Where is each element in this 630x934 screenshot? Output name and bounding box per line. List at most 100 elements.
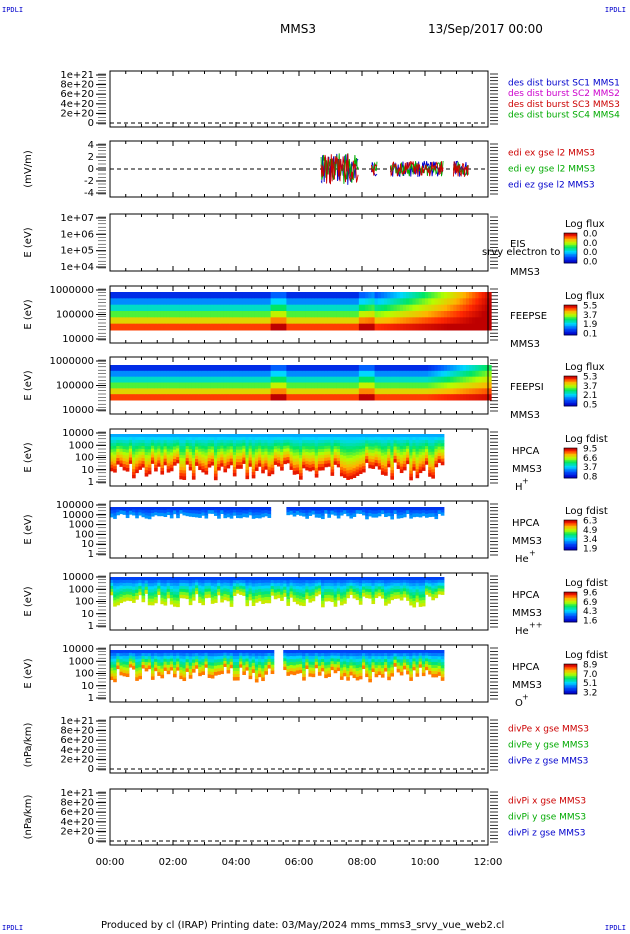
spectrogram-cell <box>317 317 322 325</box>
spectrogram-cell <box>207 659 212 663</box>
spectrogram-cell <box>254 673 259 677</box>
spectrogram-cell <box>387 463 391 468</box>
spectrogram-cell <box>179 655 183 660</box>
spectrogram-cell <box>450 323 454 331</box>
spectrogram-cell <box>169 586 174 590</box>
spectrogram-cell <box>185 388 190 395</box>
spectrogram-cell <box>157 653 161 657</box>
spectrogram-cell <box>380 298 385 306</box>
spectrogram-cell <box>295 440 300 444</box>
spectrogram-cell <box>355 591 360 595</box>
spectrogram-cell <box>321 460 325 465</box>
spectrogram-cell <box>302 365 306 372</box>
spectrogram-cell <box>217 446 221 450</box>
spectrogram-cell <box>116 443 120 447</box>
spectrogram-cell <box>264 671 268 675</box>
spectrogram-cell <box>217 662 221 666</box>
spectrogram-cell <box>393 446 398 451</box>
spectrogram-cell <box>428 382 432 389</box>
spectrogram-cell <box>210 585 215 590</box>
spectrogram-cell <box>141 513 146 518</box>
spectrogram-cell <box>305 445 309 450</box>
spectrogram-cell <box>182 594 187 599</box>
spectrogram-cell <box>462 292 467 299</box>
spectrogram-cell <box>393 577 398 581</box>
spectrogram-cell <box>384 292 388 299</box>
ylabel: E (eV) <box>23 658 34 688</box>
spectrogram-cell <box>113 582 117 587</box>
spectrogram-cell <box>195 317 199 325</box>
spectrogram-cell <box>346 452 350 456</box>
spectrogram-cell <box>239 304 243 312</box>
spectrogram-cell <box>488 317 492 325</box>
spectrogram-cell <box>258 588 262 593</box>
spectrogram-cell <box>330 472 335 476</box>
spectrogram-cell <box>302 311 306 318</box>
spectrogram-cell <box>286 304 291 312</box>
spectrogram-cell <box>387 512 391 517</box>
spectrogram-cell <box>229 449 234 453</box>
spectrogram-cell <box>245 436 250 441</box>
spectrogram-cell <box>258 579 262 584</box>
spectrogram-cell <box>412 452 417 456</box>
spectrogram-cell <box>150 388 155 395</box>
spectrogram-cell <box>220 388 224 395</box>
spectrogram-cell <box>173 597 177 601</box>
spectrogram-cell <box>195 365 199 372</box>
ytick-label: 10000 <box>62 428 94 439</box>
spectrogram-cell <box>352 674 357 679</box>
spectrogram-cell <box>421 600 426 604</box>
spectrogram-cell <box>195 507 199 511</box>
spectrogram-cell <box>163 592 168 597</box>
spectrogram-cell <box>217 298 221 306</box>
spectrogram-cell <box>217 437 221 441</box>
spectrogram-cell <box>270 652 275 657</box>
spectrogram-cell <box>201 468 205 473</box>
spectrogram-cell <box>358 580 363 584</box>
spectrogram-cell <box>242 510 246 514</box>
spectrogram-cell <box>229 597 234 602</box>
spectrogram-cell <box>349 588 354 593</box>
spectrogram-cell <box>488 370 492 378</box>
spectrogram-cell <box>418 585 423 590</box>
spectrogram-cell <box>242 298 246 306</box>
spectrogram-cell <box>324 586 328 590</box>
spectrogram-cell <box>283 376 287 383</box>
spectrogram-cell <box>368 370 372 378</box>
spectrogram-cell <box>135 448 139 453</box>
spectrogram-cell <box>336 463 341 468</box>
spectrogram-cell <box>355 370 360 378</box>
spectrogram-cell <box>295 655 300 660</box>
spectrogram-cell <box>248 591 253 595</box>
spectrogram-cell <box>185 311 190 318</box>
spectrogram-cell <box>377 304 382 312</box>
spectrogram-cell <box>276 442 281 447</box>
spectrogram-cell <box>270 452 275 456</box>
spectrogram-cell <box>292 577 297 581</box>
spectrogram-cell <box>472 323 476 331</box>
spectrogram-cell <box>321 388 325 395</box>
corner-label-top-right: IPDLI <box>604 6 626 14</box>
spectrogram-cell <box>321 448 325 453</box>
spectrogram-cell <box>349 298 354 306</box>
spectrogram-cell <box>380 304 385 312</box>
spectrogram-cell <box>254 512 259 516</box>
spectrogram-cell <box>242 668 246 672</box>
spectrogram-cell <box>195 582 199 586</box>
spectrogram-cell <box>387 439 391 444</box>
spectrogram-cell <box>204 512 209 516</box>
spectrogram-cell <box>239 577 243 581</box>
spectrogram-cell <box>299 317 303 325</box>
spectrogram-cell <box>169 446 174 450</box>
spectrogram-cell <box>113 667 117 671</box>
spectrogram-cell <box>242 513 246 518</box>
spectrogram-cell <box>352 671 357 675</box>
spectrogram-cell <box>220 583 224 587</box>
spectrogram-cell <box>428 304 432 312</box>
spectrogram-cell <box>173 658 177 663</box>
spectrogram-cell <box>302 461 306 466</box>
spectrogram-cell <box>273 589 278 594</box>
spectrogram-cell <box>254 679 259 683</box>
spectrogram-cell <box>283 388 287 395</box>
spectrogram-cell <box>217 292 221 299</box>
